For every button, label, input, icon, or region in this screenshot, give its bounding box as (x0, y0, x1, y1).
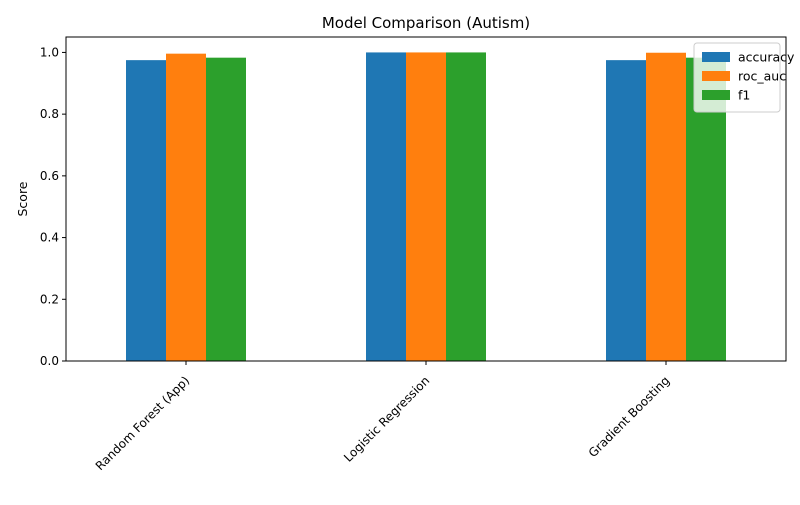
y-axis-label: Score (15, 181, 30, 216)
bar-roc_auc-1 (406, 52, 446, 362)
y-tick-label: 0.8 (40, 107, 59, 121)
legend-label-roc_auc: roc_auc (738, 69, 786, 84)
bar-accuracy-2 (606, 60, 646, 362)
legend-swatch-accuracy (702, 52, 730, 62)
legend-label-f1: f1 (738, 88, 750, 103)
bar-roc_auc-2 (646, 52, 686, 361)
bar-f1-0 (206, 57, 246, 361)
y-tick-label: 0.4 (40, 231, 59, 245)
x-tick-label: Random Forest (App) (93, 373, 193, 473)
x-axis: Random Forest (App) Logistic Regression Gr… (93, 361, 673, 473)
plot-frame (65, 36, 787, 362)
bar-f1-1 (446, 52, 486, 362)
y-axis: 0.0 0.2 0.4 0.6 0.8 1.0 (40, 45, 66, 368)
y-tick-label: 1.0 (40, 45, 59, 59)
chart-title: Model Comparison (Autism) (322, 14, 530, 32)
y-tick-label: 0.6 (40, 169, 59, 183)
legend-label-accuracy: accuracy (738, 50, 795, 65)
y-tick-label: 0.2 (40, 292, 59, 306)
bar-accuracy-0 (126, 60, 166, 362)
legend-swatch-f1 (702, 90, 730, 100)
bars-group (126, 52, 726, 362)
y-tick-label: 0.0 (40, 354, 59, 368)
x-tick-label: Gradient Boosting (586, 373, 673, 460)
bar-roc_auc-0 (166, 53, 206, 362)
legend-swatch-roc_auc (702, 71, 730, 81)
legend: accuracy roc_auc f1 (693, 42, 795, 113)
x-tick-label: Logistic Regression (341, 373, 432, 464)
bar-accuracy-1 (366, 52, 406, 362)
